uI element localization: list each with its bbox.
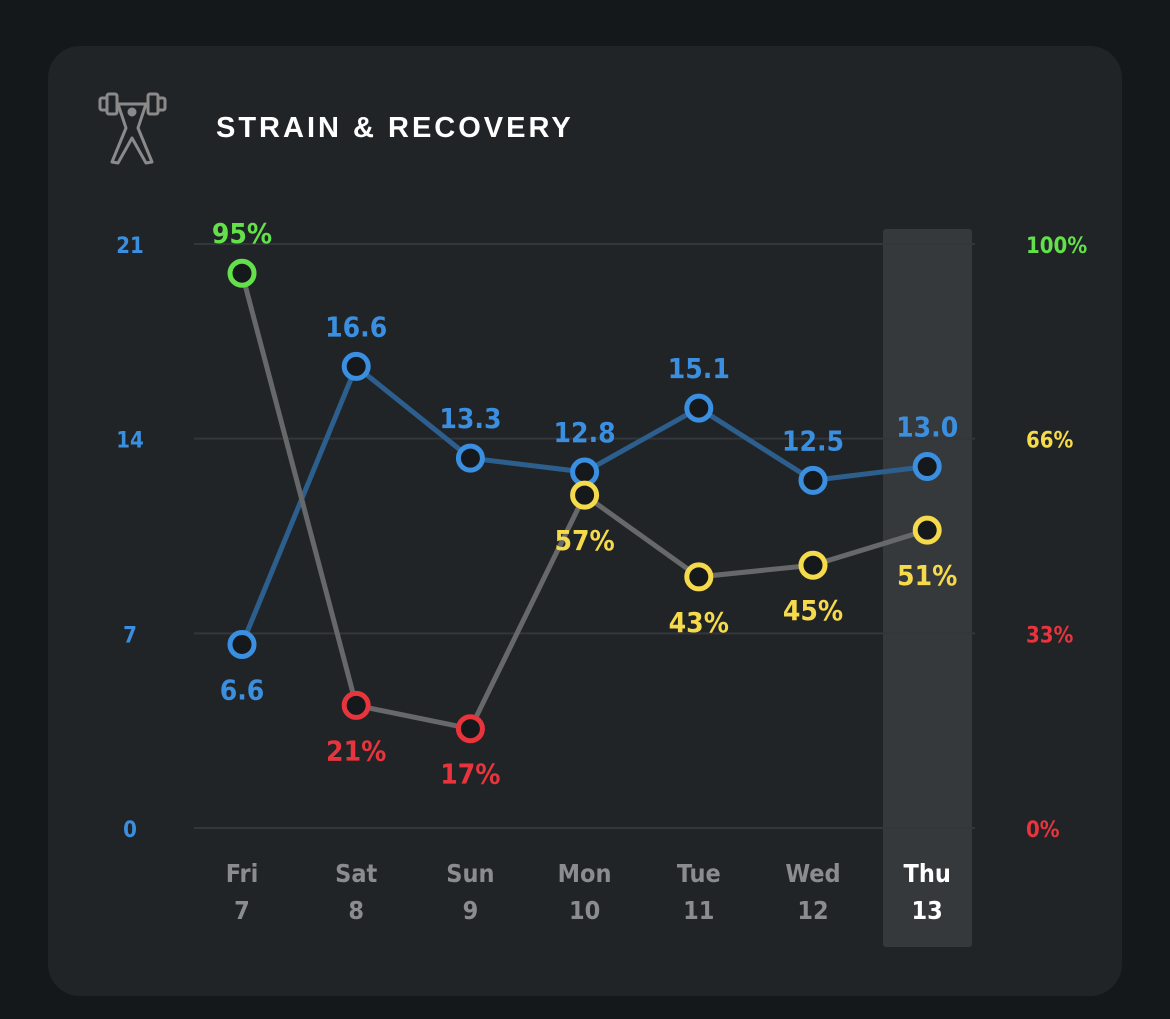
recovery-point[interactable]	[684, 562, 714, 592]
recovery-point[interactable]	[341, 690, 371, 720]
recovery-point[interactable]	[455, 714, 485, 744]
x-tick-date: 11	[683, 896, 714, 925]
weightlifter-icon	[98, 92, 167, 165]
strain-label: 13.0	[896, 410, 958, 443]
strain-label: 16.6	[325, 310, 387, 343]
right-axis-tick: 33%	[1026, 623, 1074, 648]
x-tick-day: Thu	[904, 859, 951, 888]
strain-label: 13.3	[439, 402, 501, 435]
x-tick-date: 10	[569, 896, 600, 925]
strain-point[interactable]	[570, 457, 600, 487]
recovery-label: 95%	[212, 217, 272, 250]
x-tick-day: Mon	[558, 859, 612, 888]
right-axis-tick: 0%	[1026, 818, 1060, 843]
strain-label: 12.8	[554, 416, 616, 449]
strain-point[interactable]	[912, 451, 942, 481]
x-tick-day: Fri	[226, 859, 259, 888]
strain-point[interactable]	[798, 465, 828, 495]
x-tick-day: Tue	[677, 859, 721, 888]
strain-label: 12.5	[782, 424, 844, 457]
recovery-point[interactable]	[798, 550, 828, 580]
right-axis-tick: 100%	[1026, 234, 1087, 259]
x-tick-day: Sun	[446, 859, 494, 888]
recovery-label: 43%	[669, 606, 729, 639]
strain-point[interactable]	[684, 393, 714, 423]
x-tick-date: 12	[797, 896, 828, 925]
card-title: STRAIN & RECOVERY	[216, 112, 574, 144]
recovery-label: 17%	[440, 758, 500, 791]
recovery-label: 57%	[554, 524, 614, 557]
x-tick-date: 9	[463, 896, 479, 925]
left-axis-tick: 14	[116, 429, 144, 454]
recovery-label: 45%	[783, 594, 843, 627]
strain-point[interactable]	[341, 351, 371, 381]
right-axis-tick: 66%	[1026, 429, 1074, 454]
left-axis-tick: 0	[123, 818, 137, 843]
strain-point[interactable]	[455, 443, 485, 473]
recovery-label: 21%	[326, 734, 386, 767]
recovery-point[interactable]	[227, 258, 257, 288]
recovery-point[interactable]	[912, 515, 942, 545]
x-tick-date: 7	[234, 896, 250, 925]
x-tick-day: Sat	[335, 859, 377, 888]
left-axis-tick: 21	[116, 234, 144, 259]
strain-label: 15.1	[668, 352, 730, 385]
highlight-column	[883, 229, 972, 947]
recovery-point[interactable]	[570, 480, 600, 510]
x-tick-date: 8	[348, 896, 364, 925]
x-tick-day: Wed	[785, 859, 840, 888]
strain-point[interactable]	[227, 629, 257, 659]
strain-label: 6.6	[220, 673, 265, 706]
recovery-label: 51%	[897, 559, 957, 592]
left-axis-tick: 7	[123, 623, 137, 648]
x-tick-date: 13	[912, 896, 943, 925]
